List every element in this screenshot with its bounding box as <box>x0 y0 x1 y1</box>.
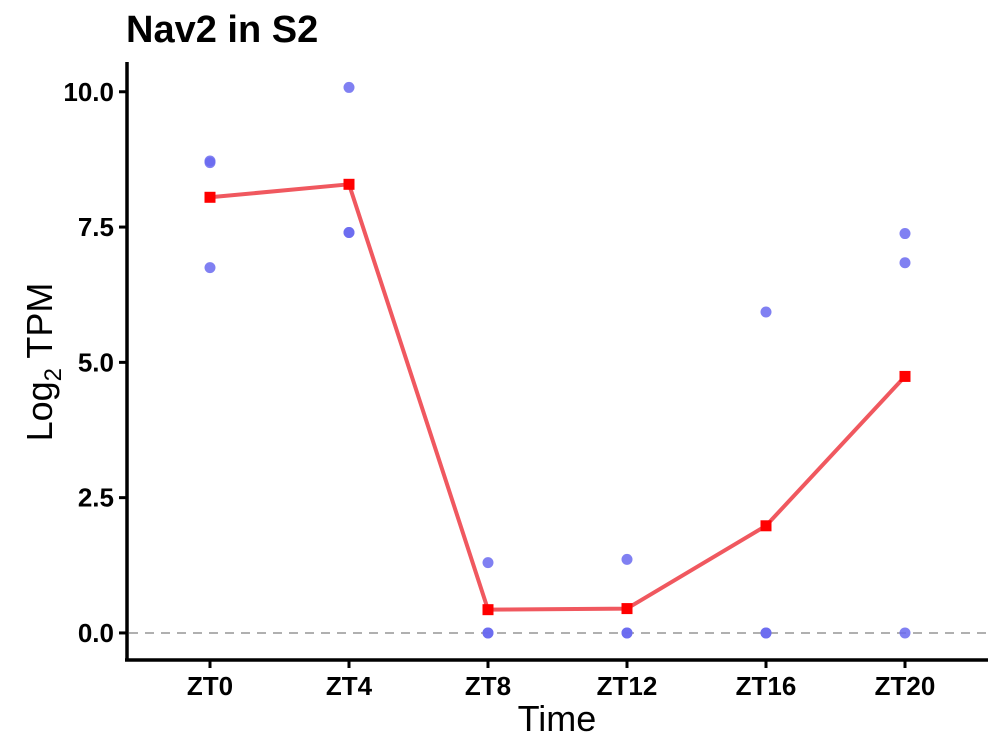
replicate-point-zt4-5 <box>343 226 355 238</box>
mean-markers-layer <box>204 178 911 616</box>
x-tick-label: ZT0 <box>187 671 233 701</box>
replicate-point-zt0-2 <box>204 262 216 274</box>
y-tick-label: 10.0 <box>63 77 114 107</box>
x-tick-label: ZT16 <box>736 671 797 701</box>
replicate-point-zt16-14 <box>760 627 772 639</box>
x-tick-label: ZT20 <box>875 671 936 701</box>
x-tick-label: ZT12 <box>597 671 658 701</box>
y-axis-title-base: Log <box>19 381 60 441</box>
replicate-point-zt16-12 <box>760 306 772 318</box>
y-axis-title-subscript: 2 <box>40 368 67 381</box>
y-axis-title: Log2 TPM <box>19 283 67 442</box>
x-tick-layer: ZT0 ZT4 ZT8 ZT12 ZT16 ZT20 <box>187 660 935 701</box>
x-axis-title: Time <box>518 698 597 739</box>
mean-series-line <box>209 182 907 612</box>
mean-line-layer <box>209 182 907 612</box>
mean-marker-zt4 <box>343 178 355 190</box>
x-tick-label: ZT4 <box>326 671 373 701</box>
replicate-point-zt20-15 <box>899 228 911 240</box>
mean-marker-zt16 <box>760 520 772 532</box>
y-axis-title-rest: TPM <box>19 283 60 368</box>
replicate-point-zt0-1 <box>204 157 216 169</box>
replicate-points-layer <box>204 81 911 639</box>
replicate-point-zt4-3 <box>343 81 355 93</box>
replicate-point-zt12-9 <box>621 553 633 565</box>
replicate-point-zt12-11 <box>621 627 633 639</box>
chart-title: Nav2 in S2 <box>126 9 318 51</box>
replicate-point-zt20-16 <box>899 257 911 269</box>
x-tick-label: ZT8 <box>465 671 511 701</box>
mean-marker-zt8 <box>482 604 494 616</box>
y-tick-layer: 0.0 2.5 5.0 7.5 10.0 <box>63 77 127 648</box>
y-tick-label: 7.5 <box>78 212 114 242</box>
mean-marker-zt0 <box>204 191 216 203</box>
y-tick-label: 5.0 <box>78 347 114 377</box>
replicate-point-zt8-8 <box>482 627 494 639</box>
mean-marker-zt20 <box>899 370 911 382</box>
mean-marker-zt12 <box>621 603 633 615</box>
replicate-point-zt20-17 <box>899 627 911 639</box>
y-tick-label: 0.0 <box>78 618 114 648</box>
replicate-point-zt8-6 <box>482 557 494 569</box>
y-tick-label: 2.5 <box>78 483 114 513</box>
